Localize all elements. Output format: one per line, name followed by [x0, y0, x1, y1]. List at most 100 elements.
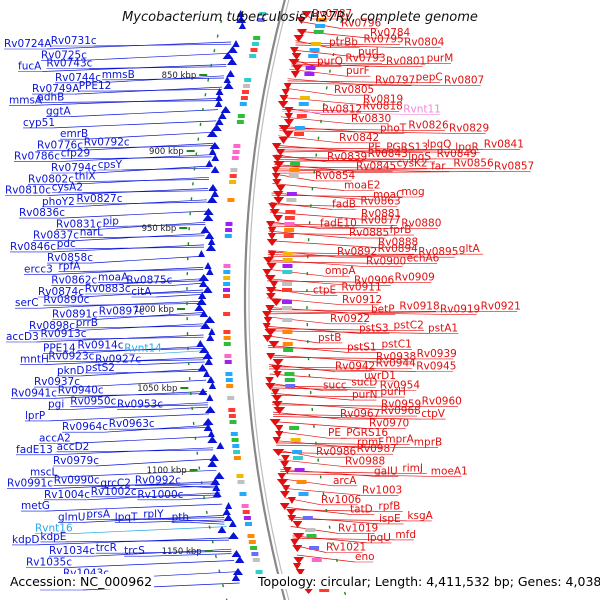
plus-strand-gene-glyph — [284, 107, 294, 114]
callout-line — [151, 427, 211, 430]
gc-track-block — [251, 42, 259, 46]
gene-label-rv0812: Rv0812 — [322, 103, 362, 115]
gene-label-rv0912: Rv0912 — [342, 294, 382, 306]
gene-label-lpqt: lpqT — [115, 511, 138, 523]
minus-strand-gene-glyph — [236, 10, 245, 17]
skew-track-block — [309, 546, 320, 550]
callout-line — [68, 560, 235, 568]
plus-strand-gene-glyph — [266, 263, 277, 270]
callout-line — [269, 221, 321, 229]
callout-line — [269, 225, 402, 229]
skew-track-block — [304, 72, 315, 76]
gene-label-rv0909: Rv0909 — [395, 272, 435, 284]
skew-track-block — [290, 162, 301, 166]
minus-strand-gene-glyph — [207, 460, 218, 467]
callout-line — [291, 63, 427, 67]
callout-line — [272, 413, 381, 417]
gene-label-tatd: tatD — [350, 503, 373, 515]
minus-strand-gene-glyph — [202, 214, 214, 221]
callout-line — [100, 325, 204, 329]
plus-strand-gene-glyph — [262, 269, 272, 276]
gene-label-mscl: mscL — [30, 466, 57, 478]
plus-strand-gene-glyph — [287, 497, 296, 504]
gene-label-moac: moaC — [373, 189, 403, 201]
gc-track-block — [250, 546, 258, 550]
gene-label-rv0923c: Rv0923c — [48, 351, 94, 363]
plus-strand-gene-glyph — [263, 257, 274, 264]
callout-line — [275, 156, 368, 160]
plus-strand-gene-glyph — [262, 335, 273, 342]
gene-label-psts2: pstS2 — [85, 362, 115, 374]
plus-strand-gene-glyph — [288, 59, 300, 66]
callout-line — [91, 156, 212, 160]
minus-strand-gene-glyph — [199, 346, 210, 353]
plus-strand-gene-glyph — [281, 455, 290, 462]
plus-strand-gene-glyph — [277, 101, 289, 108]
callout-line — [54, 469, 217, 478]
gene-label-rv0895: Rv0895 — [418, 246, 458, 258]
skew-track-block — [305, 66, 316, 70]
scale-tick-label: 950 kbp — [142, 224, 177, 234]
gene-label-rv0914c: Rv0914c — [78, 339, 124, 351]
minus-strand-gene-glyph — [226, 70, 235, 77]
gc-track-block — [236, 120, 244, 124]
gene-label-rv0725c: Rv0725c — [41, 49, 87, 61]
minus-strand-gene-glyph — [204, 262, 212, 269]
genome-title: Mycobacterium tuberculosis H37Rv, comple… — [122, 10, 478, 25]
gene-label-rv0938: Rv0938 — [376, 351, 416, 363]
minus-strand-gene-glyph — [215, 94, 223, 101]
gene-label-rv1006: Rv1006 — [321, 494, 362, 506]
minus-strand-gene-glyph — [206, 268, 214, 275]
callout-line — [295, 42, 364, 45]
gene-label-rv0942: Rv0942 — [335, 361, 375, 373]
callout-line — [276, 147, 427, 150]
minus-strand-gene-glyph — [210, 478, 221, 485]
gene-label-moae2: moaE2 — [344, 180, 380, 192]
gene-label-kdpe: kdpE — [40, 531, 66, 543]
gc-track-block — [223, 342, 231, 346]
gene-label-rv0856: Rv0856 — [453, 157, 494, 169]
plus-strand-gene-glyph — [275, 149, 286, 156]
gc-track-block — [227, 198, 235, 202]
gene-label-rv0960: Rv0960 — [422, 396, 462, 408]
gene-label-rpfb: rpfB — [378, 500, 400, 512]
plus-strand-gene-glyph — [265, 287, 277, 294]
gene-label-rv0944: Rv0944 — [376, 358, 417, 370]
minus-strand-gene-glyph — [223, 82, 234, 89]
callout-line — [89, 66, 227, 69]
gene-label-rv0858c: Rv0858c — [47, 252, 93, 264]
minus-strand-gene-glyph — [207, 238, 216, 245]
plus-strand-gene-glyph — [286, 509, 297, 516]
plus-strand-gene-glyph — [266, 239, 278, 246]
minus-strand-gene-glyph — [212, 490, 222, 497]
gc-track-block — [223, 294, 230, 298]
gene-label-rv0992c: Rv0992c — [135, 475, 181, 487]
plus-strand-gene-glyph — [265, 305, 275, 312]
skew-track-block — [282, 300, 292, 304]
gene-label-rv0885: Rv0885 — [349, 227, 389, 239]
gene-label-rv0724a: Rv0724A — [4, 38, 52, 50]
scale-tick-label: 850 kbp — [162, 71, 197, 81]
skew-track-block — [282, 258, 293, 262]
callout-line — [270, 383, 324, 391]
gene-label-rv0786c: Rv0786c — [14, 151, 60, 163]
scale-tick-label: 900 kbp — [149, 147, 184, 157]
gene-label-rv0939: Rv0939 — [417, 348, 457, 360]
callout-line — [109, 88, 223, 92]
minus-strand-gene-glyph — [222, 52, 234, 59]
gene-label-moaa: moaA — [98, 272, 129, 284]
callout-line — [268, 345, 348, 353]
gene-label-pth: pth — [172, 511, 189, 523]
gene-label-rimj: rimJ — [402, 462, 423, 474]
skew-track-block — [288, 174, 299, 178]
gene-label-rv0945: Rv0945 — [416, 361, 456, 373]
gene-label-rpfa: rpfA — [59, 260, 82, 272]
skew-track-block — [313, 30, 324, 34]
minus-strand-gene-glyph — [227, 58, 238, 65]
plus-strand-gene-glyph — [290, 539, 299, 546]
gene-label-rv0950c: Rv0950c — [70, 396, 116, 408]
gc-track-block — [251, 552, 259, 556]
gc-track-block — [228, 408, 236, 412]
skew-track-block — [319, 588, 330, 592]
